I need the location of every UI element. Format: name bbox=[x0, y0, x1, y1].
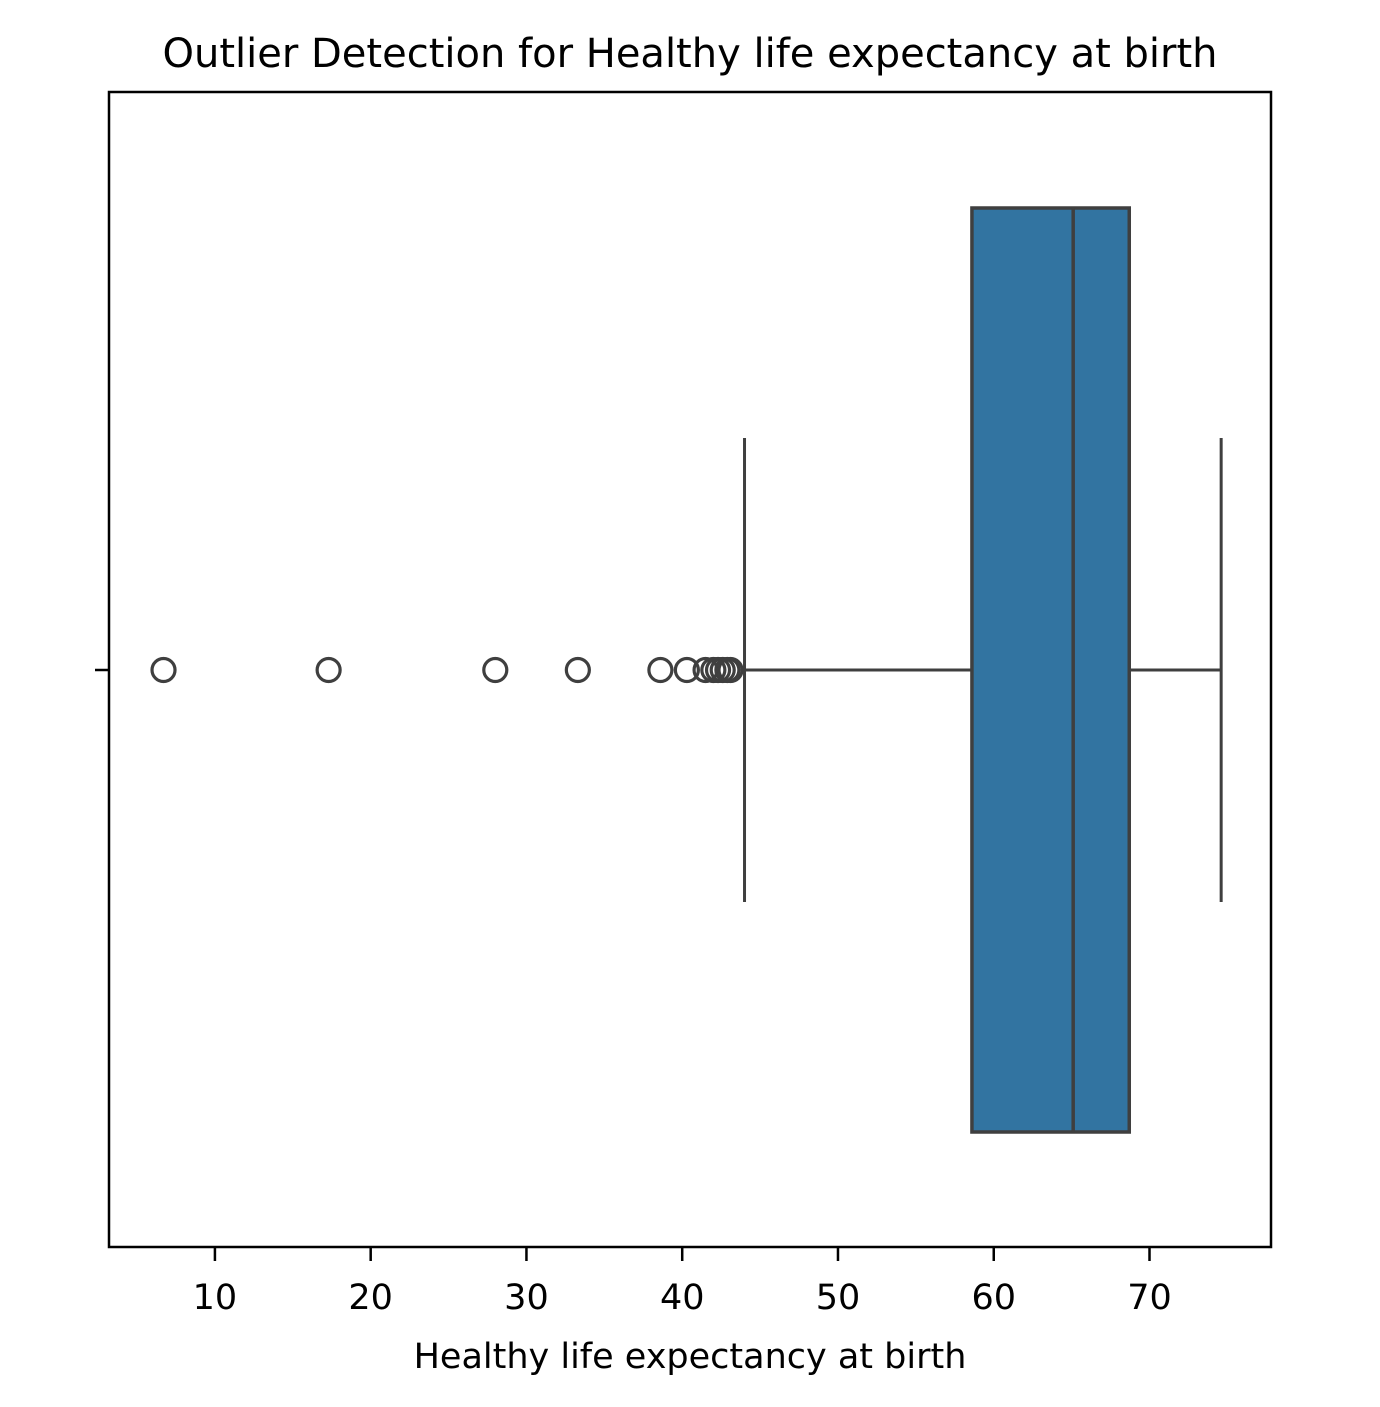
outlier-point bbox=[315, 656, 342, 684]
x-tick-label: 40 bbox=[660, 1278, 705, 1318]
x-tick-label: 70 bbox=[1127, 1278, 1172, 1318]
x-tick-label: 20 bbox=[348, 1278, 393, 1318]
x-tick-label: 60 bbox=[971, 1278, 1016, 1318]
x-tick-label: 10 bbox=[193, 1278, 238, 1318]
outlier-point bbox=[647, 656, 674, 684]
outlier-point bbox=[150, 656, 177, 684]
plot-area bbox=[150, 206, 1223, 1134]
x-axis-ticks: 10 20 30 40 50 60 70 bbox=[193, 1247, 1172, 1318]
x-tick-label: 50 bbox=[816, 1278, 861, 1318]
chart-title: Outlier Detection for Healthy life expec… bbox=[162, 31, 1217, 77]
iqr-box bbox=[970, 206, 1132, 1134]
outlier-point bbox=[673, 656, 700, 684]
x-axis-label: Healthy life expectancy at birth bbox=[414, 1337, 967, 1377]
outlier-point bbox=[564, 656, 591, 684]
outlier-point bbox=[482, 656, 509, 684]
x-tick-label: 30 bbox=[504, 1278, 549, 1318]
outlier-point bbox=[717, 656, 744, 684]
